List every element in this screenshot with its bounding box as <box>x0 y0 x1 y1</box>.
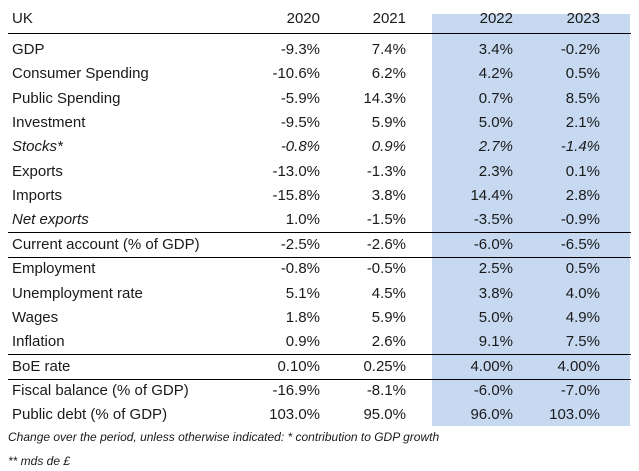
header-label: UK <box>12 10 33 27</box>
row-label: Fiscal balance (% of GDP) <box>12 381 189 399</box>
row-label: Imports <box>12 187 63 205</box>
row-value: 0.9% <box>285 333 320 351</box>
separator <box>8 354 631 355</box>
row-value: 5.9% <box>371 114 406 132</box>
row-label: Public debt (% of GDP) <box>12 406 168 424</box>
row-value: -6.0% <box>473 235 513 253</box>
row-value: -10.6% <box>272 65 320 83</box>
row-value: -1.4% <box>560 138 600 156</box>
row-value: 0.7% <box>478 89 513 107</box>
row-value: 5.0% <box>478 308 513 326</box>
row-value: -0.9% <box>560 211 600 229</box>
row-value: 1.0% <box>285 211 320 229</box>
row-label: GDP <box>12 41 45 58</box>
row-value: -0.2% <box>560 41 600 58</box>
row-label: Consumer Spending <box>12 65 149 83</box>
row-value: 103.0% <box>269 406 320 424</box>
row-label: Employment <box>12 260 96 278</box>
forecast-shading <box>432 14 630 426</box>
row-value: -2.5% <box>280 235 320 253</box>
header-value: 2022 <box>479 10 513 27</box>
row-label: Stocks* <box>12 138 63 156</box>
row-value: -7.0% <box>560 381 600 399</box>
row-value: 1.8% <box>285 308 320 326</box>
row-value: 96.0% <box>470 406 513 424</box>
row-label: Investment <box>12 114 86 132</box>
row-value: 4.00% <box>470 357 513 375</box>
row-value: 4.00% <box>557 357 600 375</box>
row-value: 5.9% <box>371 308 406 326</box>
row-value: 2.3% <box>478 162 513 180</box>
header-value: 2021 <box>372 10 406 27</box>
row-value: 7.5% <box>565 333 600 351</box>
row-value: 103.0% <box>549 406 600 424</box>
row-value: -6.5% <box>560 235 600 253</box>
row-value: 2.6% <box>371 333 406 351</box>
row-value: -0.5% <box>366 260 406 278</box>
row-value: -13.0% <box>272 162 320 180</box>
row-value: -15.8% <box>272 187 320 205</box>
row-label: Wages <box>12 308 59 326</box>
row-value: 5.0% <box>478 114 513 132</box>
separator <box>8 257 631 258</box>
row-value: -6.0% <box>473 381 513 399</box>
row-value: 2.8% <box>565 187 600 205</box>
row-value: 95.0% <box>363 406 406 424</box>
row-label: Exports <box>12 162 63 180</box>
row-value: 4.9% <box>565 308 600 326</box>
row-value: -9.3% <box>280 41 320 58</box>
row-value: 14.3% <box>363 89 406 107</box>
row-label: BoE rate <box>12 357 71 375</box>
row-value: 0.9% <box>371 138 406 156</box>
row-label: Net exports <box>12 211 89 229</box>
row-value: 0.10% <box>277 357 320 375</box>
row-value: -0.8% <box>280 138 320 156</box>
row-value: -0.8% <box>280 260 320 278</box>
row-label: Current account (% of GDP) <box>12 235 200 253</box>
row-value: 2.5% <box>478 260 513 278</box>
footnote: Change over the period, unless otherwise… <box>8 430 440 444</box>
row-value: 3.8% <box>478 284 513 302</box>
row-value: -8.1% <box>366 381 406 399</box>
row-value: -1.5% <box>366 211 406 229</box>
row-value: 0.5% <box>565 65 600 83</box>
row-value: 9.1% <box>478 333 513 351</box>
separator <box>8 232 631 233</box>
row-label: Unemployment rate <box>12 284 143 302</box>
row-value: -9.5% <box>280 114 320 132</box>
row-value: 4.0% <box>565 284 600 302</box>
row-value: 4.2% <box>478 65 513 83</box>
row-value: 4.5% <box>371 284 406 302</box>
row-value: 0.5% <box>565 260 600 278</box>
row-label: Public Spending <box>12 89 121 107</box>
row-value: -16.9% <box>272 381 320 399</box>
row-label: Inflation <box>12 333 65 351</box>
row-value: -2.6% <box>366 235 406 253</box>
row-value: -3.5% <box>473 211 513 229</box>
row-value: 3.4% <box>478 41 513 58</box>
row-value: 3.8% <box>371 187 406 205</box>
row-value: 5.1% <box>285 284 320 302</box>
row-value: 0.1% <box>565 162 600 180</box>
row-value: 8.5% <box>565 89 600 107</box>
row-value: 7.4% <box>371 41 406 58</box>
row-value: 2.1% <box>565 114 600 132</box>
row-value: 6.2% <box>371 65 406 83</box>
header-value: 2023 <box>566 10 600 27</box>
separator <box>8 33 631 34</box>
row-value: -1.3% <box>366 162 406 180</box>
row-value: -5.9% <box>280 89 320 107</box>
footnote: ** mds de £ <box>8 454 71 468</box>
row-value: 14.4% <box>470 187 513 205</box>
separator <box>8 379 631 380</box>
row-value: 0.25% <box>363 357 406 375</box>
row-value: 2.7% <box>478 138 513 156</box>
header-value: 2020 <box>286 10 320 27</box>
